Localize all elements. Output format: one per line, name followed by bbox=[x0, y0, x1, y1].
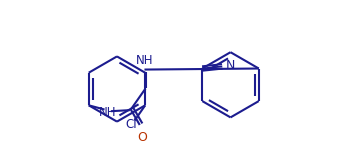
Text: NH: NH bbox=[99, 106, 116, 119]
Text: Cl: Cl bbox=[126, 118, 137, 131]
Text: NH: NH bbox=[136, 54, 153, 68]
Text: O: O bbox=[137, 131, 147, 143]
Text: N: N bbox=[226, 59, 235, 72]
